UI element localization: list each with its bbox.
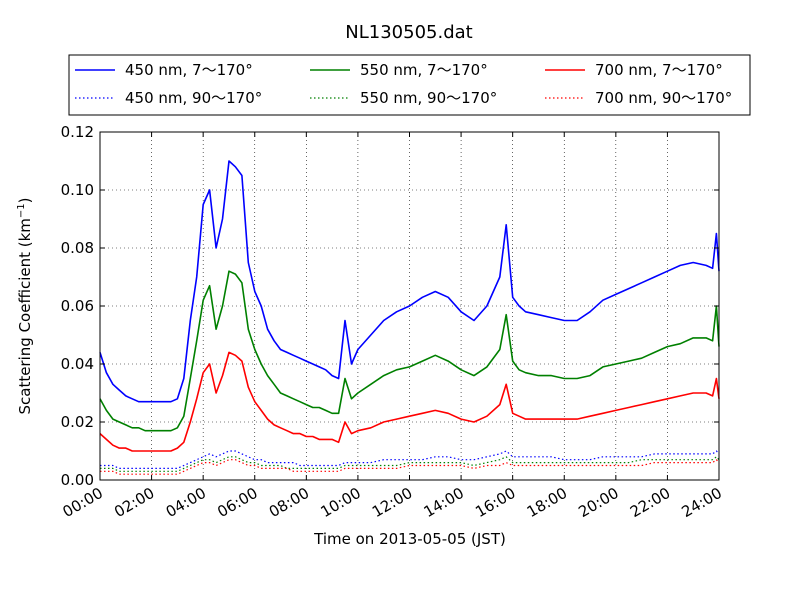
series-line-1 xyxy=(100,450,720,469)
x-tick-label: 14:00 xyxy=(421,484,467,521)
legend: 450 nm, 7～170° 550 nm, 7～170° 700 nm, 7～17… xyxy=(68,54,751,116)
legend-label-1: 450 nm, 90～170° xyxy=(125,89,262,107)
y-tick-label: 0.04 xyxy=(61,355,94,373)
x-tick-label: 06:00 xyxy=(214,484,260,521)
x-tick-label: 12:00 xyxy=(369,484,415,521)
legend-label-2: 550 nm, 7～170° xyxy=(360,61,488,79)
y-axis-label-superscript: −1 xyxy=(16,203,27,218)
y-axis-label-close: ) xyxy=(16,197,34,203)
chart-title: NL130505.dat xyxy=(345,22,472,43)
x-tick-label: 10:00 xyxy=(317,484,363,521)
y-tick-label: 0.10 xyxy=(61,181,94,199)
x-tick-label: 04:00 xyxy=(163,484,209,521)
y-axis: 0.00 0.02 0.04 0.06 0.08 0.10 0.12 xyxy=(61,123,719,489)
x-axis-label: Time on 2013-05-05 (JST) xyxy=(313,530,506,548)
series-line-0 xyxy=(99,160,720,403)
y-tick-label: 0.06 xyxy=(61,297,94,315)
series-group xyxy=(99,160,720,475)
legend-label-0: 450 nm, 7～170° xyxy=(125,61,253,79)
series-line-2 xyxy=(99,270,720,432)
y-tick-label: 0.00 xyxy=(61,471,94,489)
x-tick-label: 18:00 xyxy=(524,484,570,521)
legend-label-4: 700 nm, 7～170° xyxy=(595,61,723,79)
y-tick-label: 0.02 xyxy=(61,413,94,431)
x-tick-label: 08:00 xyxy=(266,484,312,521)
series-line-5 xyxy=(100,459,720,475)
y-tick-label: 0.08 xyxy=(61,239,94,257)
x-tick-label: 16:00 xyxy=(472,484,518,521)
legend-box xyxy=(68,54,751,116)
x-tick-label: 22:00 xyxy=(627,484,673,521)
legend-label-5: 700 nm, 90～170° xyxy=(595,89,732,107)
x-tick-label: 00:00 xyxy=(60,484,106,521)
y-axis-label-main: Scattering Coefficient (km xyxy=(16,218,34,414)
legend-label-3: 550 nm, 90～170° xyxy=(360,89,497,107)
x-tick-label: 02:00 xyxy=(111,484,157,521)
series-line-4 xyxy=(99,351,720,452)
x-tick-label: 24:00 xyxy=(679,484,725,521)
y-axis-label: Scattering Coefficient (km−1) xyxy=(16,197,34,414)
x-tick-label: 20:00 xyxy=(575,484,621,521)
y-tick-label: 0.12 xyxy=(61,123,94,141)
